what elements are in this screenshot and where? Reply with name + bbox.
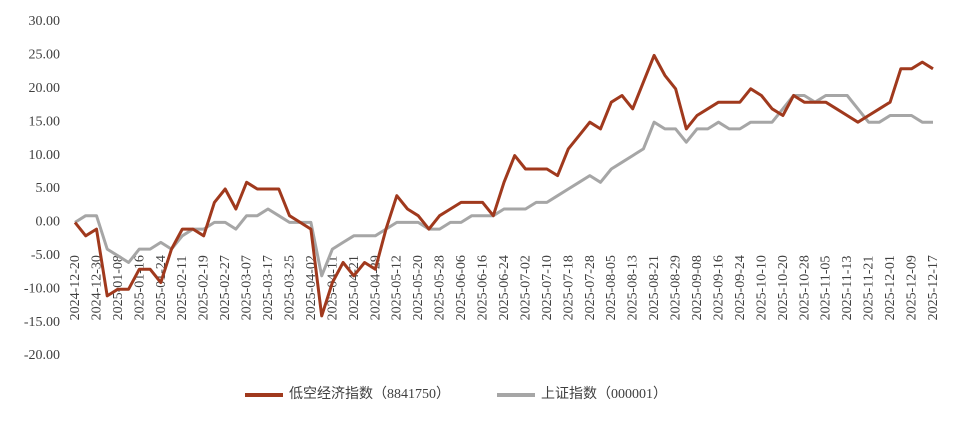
legend-label: 上证指数（000001） <box>541 386 667 402</box>
x-tick-label: 2025-11-21 <box>862 256 877 321</box>
x-tick-label: 2025-09-24 <box>733 255 748 320</box>
y-tick-label: -20.00 <box>24 348 60 363</box>
x-tick-label: 2025-06-16 <box>476 255 491 320</box>
x-tick-label: 2024-12-30 <box>89 255 104 320</box>
x-tick-label: 2025-03-07 <box>240 255 255 320</box>
x-tick-label: 2025-10-10 <box>754 255 769 320</box>
x-tick-label: 2025-07-28 <box>583 255 598 320</box>
y-tick-label: 15.00 <box>29 114 61 129</box>
x-tick-label: 2025-07-02 <box>518 255 533 320</box>
x-tick-label: 2025-12-17 <box>926 255 941 320</box>
y-tick-label: -15.00 <box>24 315 60 330</box>
x-tick-label: 2025-12-01 <box>883 255 898 320</box>
x-tick-label: 2025-05-20 <box>411 255 426 320</box>
x-tick-label: 2025-11-05 <box>819 256 834 321</box>
x-tick-label: 2025-12-09 <box>905 255 920 320</box>
x-tick-label: 2025-02-11 <box>175 256 190 321</box>
x-tick-label: 2025-08-21 <box>647 255 662 320</box>
x-tick-label: 2025-05-28 <box>433 255 448 320</box>
x-tick-label: 2025-04-11 <box>325 256 340 321</box>
legend-label: 低空经济指数（8841750） <box>289 386 450 402</box>
x-tick-label: 2025-06-24 <box>497 255 512 320</box>
x-tick-label: 2025-08-29 <box>669 255 684 320</box>
y-tick-label: 0.00 <box>36 215 61 230</box>
x-tick-label: 2025-08-13 <box>626 255 641 320</box>
x-tick-label: 2025-09-16 <box>712 255 727 320</box>
x-tick-label: 2025-07-18 <box>561 255 576 320</box>
x-tick-label: 2025-11-13 <box>840 256 855 321</box>
x-tick-label: 2024-12-20 <box>68 255 83 320</box>
x-tick-label: 2025-04-29 <box>368 255 383 320</box>
x-tick-label: 2025-04-21 <box>347 255 362 320</box>
y-tick-label: -10.00 <box>24 281 60 296</box>
x-tick-label: 2025-01-16 <box>132 255 147 320</box>
x-tick-label: 2025-02-27 <box>218 255 233 320</box>
x-tick-label: 2025-09-08 <box>690 255 705 320</box>
x-tick-label: 2025-08-05 <box>604 255 619 320</box>
x-tick-label: 2025-06-06 <box>454 255 469 320</box>
y-tick-label: -5.00 <box>31 248 60 263</box>
x-tick-label: 2025-03-17 <box>261 255 276 320</box>
x-tick-label: 2025-07-10 <box>540 255 555 320</box>
x-tick-label: 2025-05-12 <box>390 255 405 320</box>
x-tick-label: 2025-02-19 <box>197 255 212 320</box>
x-tick-label: 2025-10-28 <box>797 255 812 320</box>
x-tick-label: 2025-10-20 <box>776 255 791 320</box>
x-tick-label: 2025-03-25 <box>283 255 298 320</box>
y-tick-label: 25.00 <box>29 48 61 63</box>
y-tick-label: 10.00 <box>29 148 61 163</box>
y-tick-label: 30.00 <box>29 14 61 29</box>
y-tick-label: 20.00 <box>29 81 61 96</box>
y-tick-label: 5.00 <box>36 181 61 196</box>
series-line <box>73 53 934 318</box>
